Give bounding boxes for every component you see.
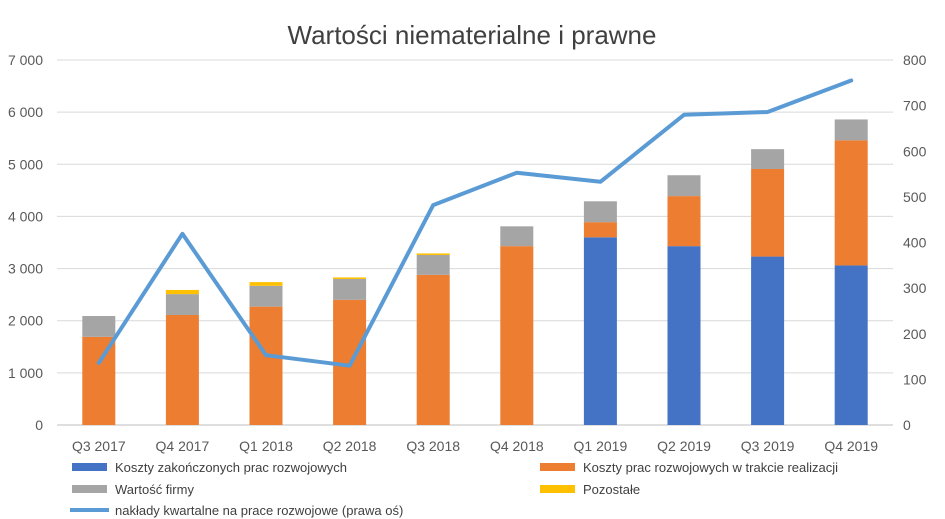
left-tick-label: 2 000	[8, 313, 43, 329]
bar-segment	[165, 314, 199, 425]
bar-segment	[333, 279, 367, 300]
legend-label: Koszty prac rozwojowych w trakcie realiz…	[583, 460, 838, 475]
right-tick-label: 300	[903, 280, 927, 296]
bar-segment	[834, 140, 868, 266]
x-tick-label: Q1 2019	[574, 438, 628, 454]
bar-segment	[500, 226, 534, 247]
bar-segment	[667, 175, 701, 197]
bar-segment	[165, 294, 199, 315]
left-tick-label: 4 000	[8, 208, 43, 224]
legend-label: Koszty zakończonych prac rozwojowych	[115, 460, 347, 475]
x-tick-label: Q3 2018	[406, 438, 460, 454]
left-tick-label: 5 000	[8, 156, 43, 172]
right-tick-label: 200	[903, 326, 927, 342]
x-tick-label: Q3 2019	[741, 438, 795, 454]
bar-segment	[667, 246, 701, 425]
left-axis-ticks: 0 1 000 2 000 3 000 4 000 5 000 6 000 7 000	[8, 52, 43, 433]
x-tick-label: Q3 2017	[72, 438, 126, 454]
bar-segment	[249, 282, 283, 286]
bar-segment	[667, 196, 701, 247]
left-tick-label: 1 000	[8, 365, 43, 381]
x-tick-label: Q4 2017	[156, 438, 210, 454]
chart-title: Wartości niematerialne i prawne	[288, 20, 657, 50]
legend-label: Wartość firmy	[115, 482, 194, 497]
right-tick-label: 100	[903, 371, 927, 387]
line-series	[96, 78, 854, 368]
legend-swatch	[540, 485, 575, 493]
legend-swatch	[72, 485, 107, 493]
bar-segment	[82, 336, 116, 425]
right-tick-label: 500	[903, 189, 927, 205]
bar-segment	[416, 255, 450, 275]
bar-segment	[834, 119, 868, 141]
legend-swatch	[540, 463, 575, 471]
legend-label: Pozostałe	[583, 482, 640, 497]
bar-segment	[500, 246, 534, 425]
legend-swatch	[72, 463, 107, 471]
left-tick-label: 3 000	[8, 261, 43, 277]
bar-segment	[583, 237, 617, 425]
line-series-path	[96, 78, 854, 368]
x-tick-label: Q1 2018	[239, 438, 293, 454]
right-tick-label: 400	[903, 235, 927, 251]
right-tick-label: 0	[903, 417, 911, 433]
x-tick-label: Q2 2018	[323, 438, 377, 454]
bar-segment	[82, 316, 116, 337]
x-tick-label: Q4 2019	[824, 438, 878, 454]
bar-segment	[583, 222, 617, 238]
bar-segment	[583, 201, 617, 223]
bar-segment	[333, 277, 367, 279]
right-tick-label: 800	[903, 52, 927, 68]
bar-segment	[416, 253, 450, 256]
bar-segment	[416, 274, 450, 425]
left-tick-label: 0	[35, 417, 43, 433]
bar-segment	[834, 265, 868, 425]
legend: Koszty zakończonych prac rozwojowych Kosz…	[70, 460, 838, 518]
left-tick-label: 7 000	[8, 52, 43, 68]
left-tick-label: 6 000	[8, 104, 43, 120]
right-tick-label: 700	[903, 98, 927, 114]
bar-segment	[751, 149, 785, 169]
right-axis-ticks: 0 100 200 300 400 500 600 700 800	[903, 52, 927, 433]
x-tick-label: Q2 2019	[657, 438, 711, 454]
x-axis-ticks: Q3 2017 Q4 2017 Q1 2018 Q2 2018 Q3 2018 Q4 20…	[72, 438, 878, 454]
bar-segment	[165, 289, 199, 295]
legend-label: nakłady kwartalne na prace rozwojowe (pr…	[115, 503, 403, 518]
x-tick-label: Q4 2018	[490, 438, 544, 454]
bars	[82, 119, 868, 425]
right-tick-label: 600	[903, 143, 927, 159]
bar-segment	[751, 168, 785, 257]
bar-segment	[249, 285, 283, 307]
bar-segment	[249, 306, 283, 425]
bar-segment	[751, 256, 785, 425]
